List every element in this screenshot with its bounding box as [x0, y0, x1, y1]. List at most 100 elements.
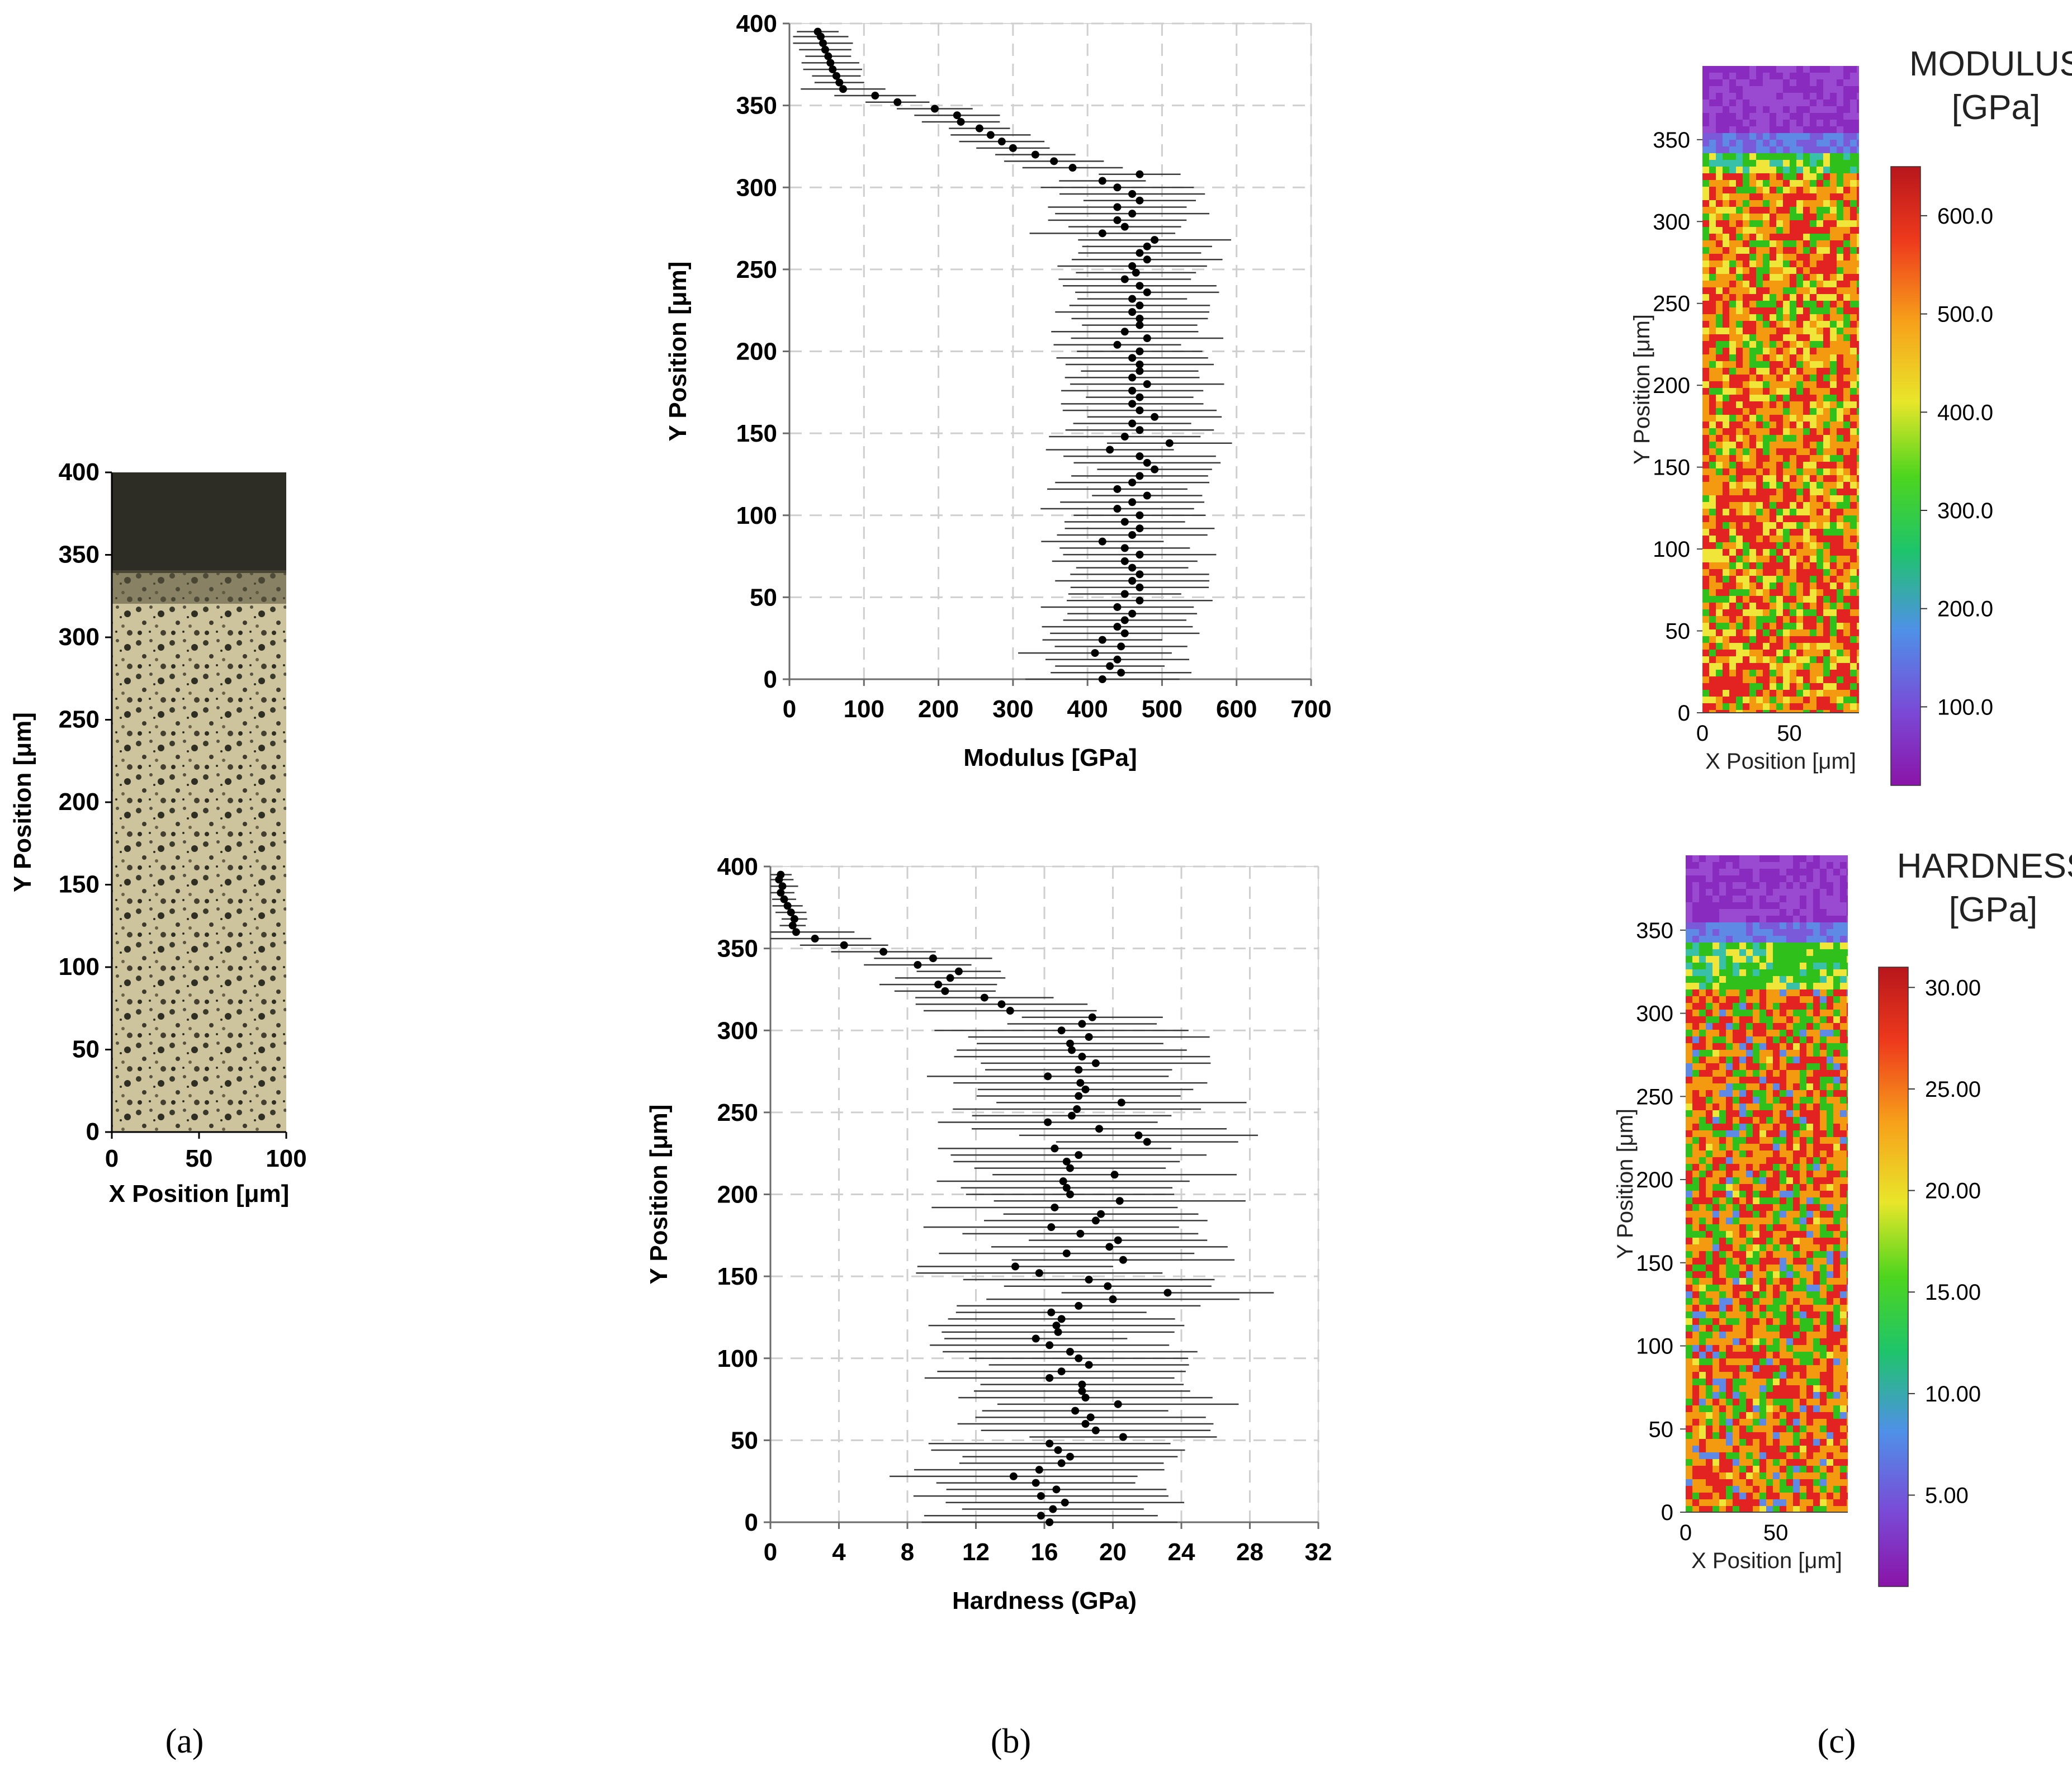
- data-point: [1134, 1131, 1143, 1139]
- y-tick-label: 100: [59, 953, 100, 981]
- y-tick-label: 0: [764, 666, 777, 693]
- y-tick-label: 200: [1653, 373, 1690, 398]
- y-tick-label: 250: [1636, 1085, 1673, 1109]
- x-tick-label: 500: [1142, 695, 1182, 723]
- data-point: [957, 117, 965, 126]
- y-tick-label: 350: [717, 935, 758, 963]
- data-point: [1117, 669, 1125, 677]
- panel-a-axes: 0 50 100 150 200 250 300 350 400 0 50 100 X Position…: [9, 458, 307, 1208]
- y-tick-label: 100: [736, 502, 777, 529]
- data-point: [816, 32, 825, 41]
- data-point: [1032, 1334, 1040, 1343]
- data-point: [832, 72, 840, 80]
- data-point: [777, 888, 785, 897]
- data-point: [1052, 1485, 1061, 1494]
- y-axis-title: Y Position [μm]: [664, 262, 692, 442]
- data-point: [1113, 216, 1122, 224]
- data-point: [783, 902, 792, 910]
- x-tick-label: 4: [832, 1538, 846, 1566]
- data-point: [1115, 1197, 1124, 1205]
- y-tick-label: 250: [736, 256, 777, 283]
- colorbar-title: MODULUS: [1909, 45, 2072, 83]
- x-tick-label: 600: [1216, 695, 1257, 723]
- hardness-map: 0 50 100 150 200 250 300 350 0 50 X Position [μm] Y…: [1613, 847, 2072, 1587]
- data-point: [835, 78, 844, 87]
- y-tick-label: 250: [59, 706, 100, 733]
- data-point: [1128, 609, 1137, 618]
- data-point: [1091, 1059, 1100, 1067]
- data-point: [1136, 367, 1144, 375]
- data-point: [1075, 1301, 1083, 1310]
- data-point: [1120, 544, 1129, 552]
- y-tick-label: 0: [745, 1509, 758, 1536]
- data-point: [1062, 1249, 1071, 1258]
- x-tick-label: 300: [992, 695, 1033, 723]
- data-point: [1075, 1354, 1083, 1362]
- data-point: [914, 960, 922, 969]
- x-tick-label: 0: [783, 695, 796, 723]
- data-point: [790, 915, 798, 923]
- data-point: [1109, 1295, 1117, 1304]
- data-point: [1044, 1118, 1052, 1126]
- micrograph-transition: [112, 570, 286, 604]
- colorbar-tick-label: 100.0: [1937, 695, 1993, 719]
- y-tick-label: 200: [59, 788, 100, 816]
- x-tick-label: 400: [1067, 695, 1108, 723]
- data-point: [1032, 1479, 1040, 1487]
- data-point: [1132, 268, 1140, 277]
- data-point: [1143, 458, 1151, 467]
- x-tick-label: 0: [105, 1145, 119, 1172]
- y-tick-label: 250: [1653, 292, 1690, 316]
- y-tick-label: 400: [59, 458, 100, 486]
- data-point: [1049, 1505, 1057, 1513]
- data-point: [1037, 1492, 1045, 1500]
- y-tick-label: 300: [717, 1017, 758, 1044]
- data-point: [934, 981, 943, 989]
- x-axis-title: X Position [μm]: [109, 1180, 290, 1208]
- data-point: [788, 921, 797, 930]
- data-point: [1098, 537, 1106, 546]
- data-point: [1136, 249, 1144, 257]
- data-point: [1066, 1164, 1074, 1172]
- data-point: [1136, 524, 1144, 533]
- data-point: [1136, 321, 1144, 329]
- data-point: [1052, 1322, 1061, 1330]
- data-point: [1046, 1341, 1054, 1349]
- data-point: [1136, 570, 1144, 579]
- data-point: [1136, 170, 1144, 178]
- data-point: [826, 59, 835, 67]
- data-point: [1136, 596, 1144, 605]
- data-point: [1105, 1243, 1114, 1251]
- x-tick-label: 0: [1696, 721, 1709, 746]
- data-point: [1120, 432, 1129, 441]
- data-point: [1120, 518, 1129, 526]
- data-point: [1136, 426, 1144, 434]
- data-point: [1143, 288, 1151, 296]
- data-point: [1119, 1433, 1127, 1441]
- data-point: [1054, 1328, 1062, 1336]
- x-axis-title: Modulus [GPa]: [963, 744, 1137, 771]
- panel-label-c: (c): [1818, 1722, 1856, 1760]
- colorbar: [1878, 967, 1909, 1587]
- y-tick-label: 300: [736, 174, 777, 201]
- data-point: [1062, 1157, 1071, 1166]
- y-tick-label: 0: [1661, 1500, 1673, 1525]
- data-point: [1136, 452, 1144, 461]
- data-point: [1128, 419, 1137, 428]
- data-point: [1117, 1098, 1125, 1107]
- data-point: [1113, 623, 1122, 631]
- data-point: [1044, 1072, 1052, 1081]
- y-axis-title: Y Position [μm]: [1630, 314, 1654, 465]
- y-tick-label: 300: [1653, 210, 1690, 234]
- colorbar-tick-label: 5.00: [1925, 1484, 1969, 1508]
- data-point: [1120, 222, 1129, 231]
- colorbar-tick-label: 500.0: [1937, 302, 1993, 327]
- data-point: [1113, 505, 1122, 513]
- data-point: [1120, 557, 1129, 565]
- data-point: [1128, 479, 1137, 487]
- data-point: [1098, 636, 1106, 644]
- data-point: [1120, 590, 1129, 598]
- y-tick-label: 0: [86, 1118, 100, 1145]
- data-point: [1075, 1066, 1083, 1074]
